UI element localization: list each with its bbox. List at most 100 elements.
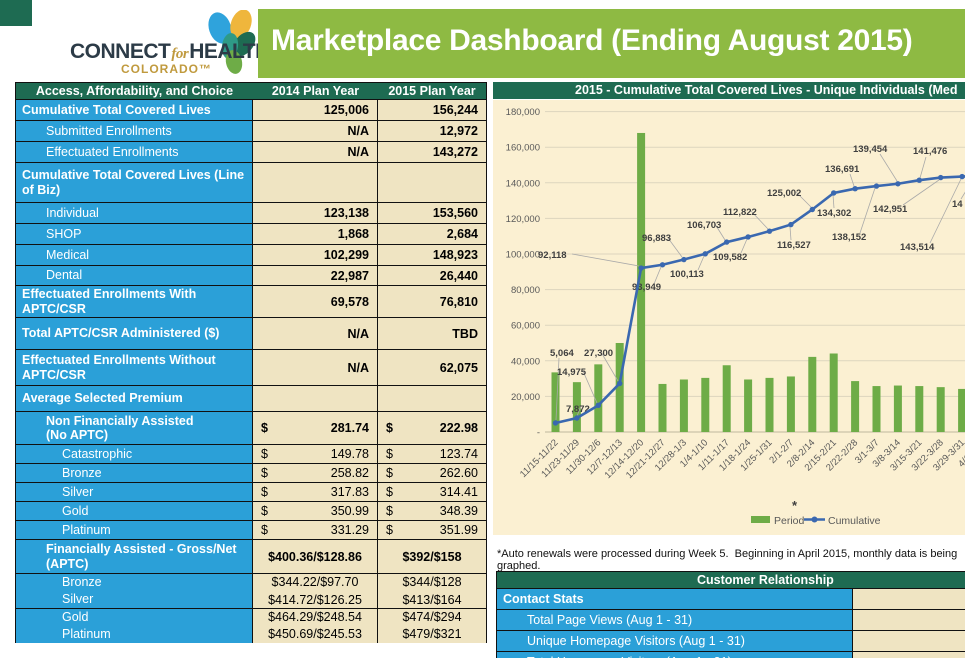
value-text: 62,075	[439, 360, 478, 375]
value-cell	[853, 652, 965, 658]
value-cell: $450.69/$245.53	[253, 626, 378, 643]
data-label: 14,975	[557, 367, 587, 378]
value-cell: $464.29/$248.54	[253, 609, 378, 626]
line-marker	[959, 173, 965, 180]
legend-asterisk: *	[792, 498, 798, 513]
period-bar	[829, 353, 838, 432]
currency-symbol: $	[261, 447, 268, 461]
y-axis-tick: -	[537, 428, 540, 439]
period-bar	[808, 356, 817, 432]
data-label: 138,152	[832, 232, 866, 243]
page-title: Marketplace Dashboard (Ending August 201…	[271, 24, 913, 57]
value-cell: $479/$321	[378, 626, 486, 643]
row-label: Dental	[16, 266, 253, 285]
row-label-text: Medical	[46, 247, 90, 262]
line-marker	[659, 262, 666, 268]
line-marker	[938, 174, 944, 181]
table-row: Platinum $450.69/$245.53 $479/$321	[16, 625, 486, 643]
period-bar	[872, 386, 881, 432]
data-label: 134,302	[817, 208, 851, 219]
value-text: 281.74	[330, 421, 369, 435]
table-row: Average Selected Premium	[16, 385, 486, 411]
row-label: Effectuated Enrollments	[16, 142, 253, 162]
period-bar	[893, 385, 902, 432]
value-text: 102,299	[323, 248, 369, 262]
value-text: 143,272	[432, 145, 478, 159]
row-label-line2: (No APTC)	[46, 428, 109, 442]
line-marker	[724, 239, 730, 245]
title-bar: Marketplace Dashboard (Ending August 201…	[258, 9, 965, 78]
row-label: Medical	[16, 245, 253, 265]
leaf-logo-icon	[208, 10, 256, 74]
metrics-col-2015: 2015 Plan Year	[388, 84, 476, 98]
row-label-text: Platinum	[62, 627, 111, 641]
row-label-text: Individual	[46, 205, 99, 220]
line-marker	[595, 402, 601, 409]
metrics-col-access: Access, Affordability, and Choice	[35, 84, 234, 98]
metrics-table-header: Access, Affordability, and Choice 2014 P…	[16, 82, 486, 99]
currency-symbol: $	[386, 466, 393, 480]
line-marker	[552, 420, 559, 426]
row-label: Total Homepage Visitors (Aug 1 - 31)	[497, 652, 853, 658]
row-label: Silver	[16, 483, 253, 501]
value-text: 26,440	[439, 268, 478, 283]
row-label-line2: (APTC)	[46, 556, 89, 571]
line-marker	[852, 185, 858, 192]
value-cell: $344/$128	[378, 574, 486, 591]
value-cell	[853, 610, 965, 630]
value-text: 331.29	[330, 523, 369, 537]
value-cell	[853, 631, 965, 651]
value-text: 262.60	[439, 466, 478, 480]
value-text: N/A	[347, 360, 369, 375]
value-cell: 12,972	[378, 121, 486, 141]
value-cell: $413/$164	[378, 591, 486, 608]
table-row: Platinum $331.29 $351.99	[16, 520, 486, 539]
line-marker	[766, 228, 773, 234]
period-bar	[615, 343, 624, 432]
row-label: Platinum	[16, 626, 253, 643]
row-label-text: Gold	[62, 610, 89, 624]
value-text: N/A	[347, 326, 369, 341]
line-marker	[702, 251, 708, 257]
value-text: 351.99	[439, 523, 478, 537]
value-cell: 69,578	[253, 286, 378, 317]
row-label: Cumulative Total Covered Lives	[16, 100, 253, 120]
row-label: SHOP	[16, 224, 253, 244]
table-row: Submitted Enrollments N/A 12,972	[16, 120, 486, 141]
line-marker	[617, 380, 623, 387]
table-row: Catastrophic $149.78 $123.74	[16, 444, 486, 463]
value-cell: $331.29	[253, 521, 378, 539]
y-axis-tick: 120,000	[506, 214, 540, 225]
value-text: N/A	[347, 124, 369, 138]
row-label-text: Silver	[62, 484, 94, 499]
row-label: Bronze	[16, 574, 253, 591]
table-row: Gold $350.99 $348.39	[16, 501, 486, 520]
row-label-text: Catastrophic	[62, 446, 133, 461]
value-cell	[253, 163, 378, 202]
currency-symbol: $	[261, 523, 268, 537]
period-bar	[572, 382, 581, 432]
row-label-text: Bronze	[62, 465, 102, 480]
value-cell	[853, 589, 965, 609]
value-cell: $262.60	[378, 464, 486, 482]
value-cell: 62,075	[378, 350, 486, 385]
line-marker	[831, 190, 837, 196]
value-cell	[253, 386, 378, 411]
customer-relationship-table: Customer Relationship Contact Stats Total…	[496, 571, 965, 658]
period-bar	[551, 372, 560, 432]
row-label: Financially Assisted - Gross/Net (APTC)	[16, 540, 253, 573]
chart-footnote: *Auto renewals were processed during Wee…	[497, 548, 961, 572]
period-bar	[722, 365, 731, 432]
currency-symbol: $	[386, 523, 393, 537]
y-axis-tick: 100,000	[506, 250, 540, 261]
legend-period-swatch	[751, 516, 770, 523]
period-bar	[786, 376, 795, 432]
row-label: Catastrophic	[16, 445, 253, 463]
y-axis-tick: 180,000	[506, 107, 540, 118]
corner-chip	[0, 0, 32, 26]
y-axis-tick: 60,000	[511, 321, 540, 332]
period-bar	[765, 377, 774, 432]
row-label-text: Total APTC/CSR Administered ($)	[22, 326, 220, 341]
value-cell: $351.99	[378, 521, 486, 539]
table-row: Dental 22,987 26,440	[16, 265, 486, 285]
